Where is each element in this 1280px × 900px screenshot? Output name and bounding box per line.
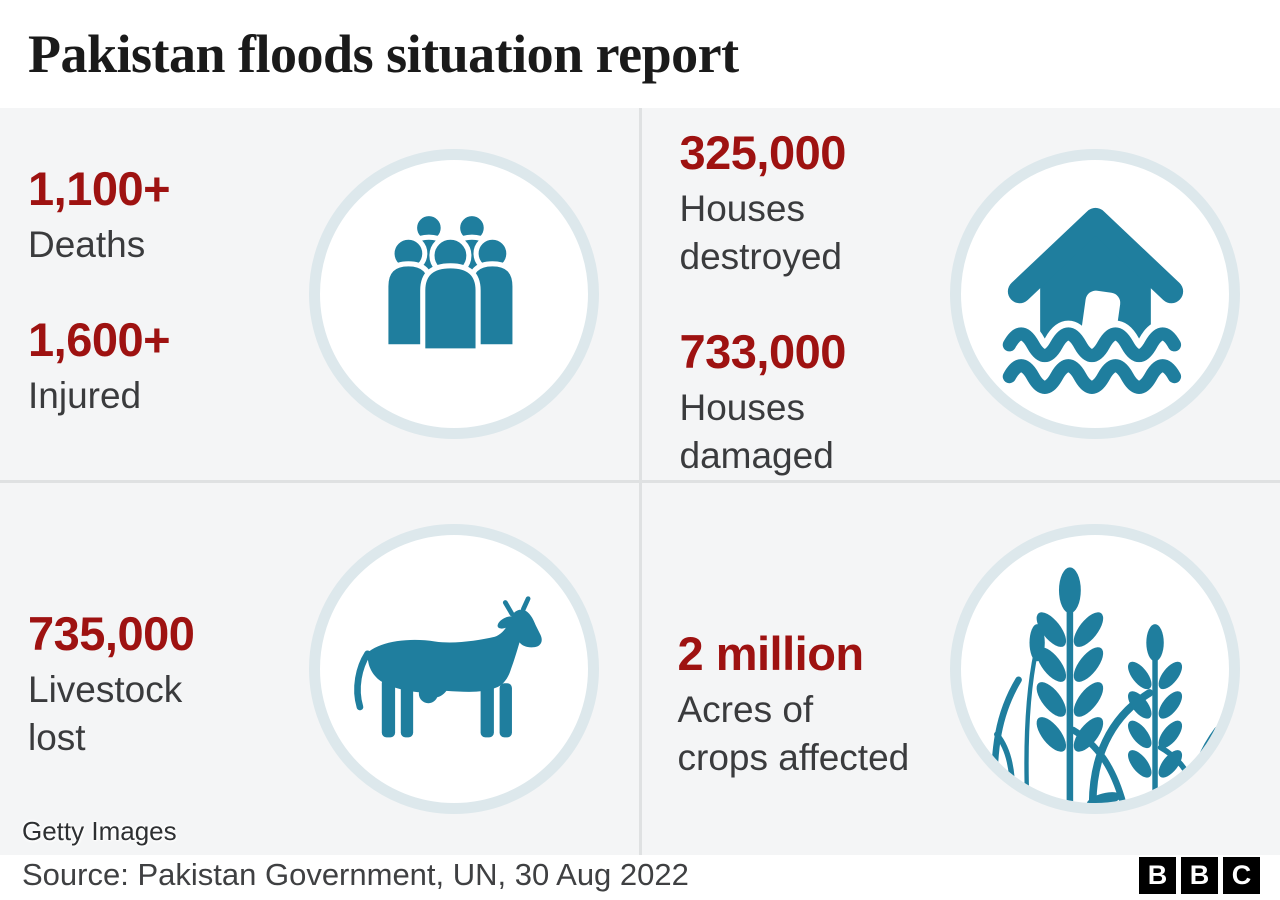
stat-houses-destroyed: 325,000 Houses destroyed [679, 126, 951, 281]
stat-label: Houses damaged [679, 386, 834, 476]
flooded-house-icon-circle [950, 148, 1240, 439]
people-group-icon [383, 211, 518, 354]
panel-text: 735,000 Livestock lost [0, 483, 309, 855]
panel-deaths-injured: 1,100+ Deaths 1,600+ Injured [0, 108, 639, 480]
page-title: Pakistan floods situation report [28, 24, 739, 84]
image-credit: Getty Images [22, 815, 177, 846]
bbc-logo-letter: C [1231, 859, 1252, 890]
wheat-crops-icon [990, 567, 1221, 803]
panel-livestock: 735,000 Livestock lost Get [0, 482, 639, 855]
stat-value: 735,000 [28, 606, 195, 660]
people-group-icon-circle [308, 148, 599, 439]
panel-crops: 2 million Acres of crops affected [641, 482, 1280, 855]
bbc-logo-letter: B [1189, 859, 1210, 890]
stat-livestock: 735,000 Livestock lost [28, 606, 309, 762]
footer: Source: Pakistan Government, UN, 30 Aug … [0, 854, 1280, 900]
panel-text: 2 million Acres of crops affected [642, 483, 951, 855]
panel-text: 1,100+ Deaths 1,600+ Injured [0, 108, 309, 480]
source-text: Source: Pakistan Government, UN, 30 Aug … [22, 857, 689, 893]
stat-label: Acres of crops affected [677, 688, 910, 778]
stat-value: 733,000 [679, 324, 847, 378]
stat-crops: 2 million Acres of crops affected [677, 626, 951, 782]
stats-grid: 1,100+ Deaths 1,600+ Injured [0, 108, 1280, 855]
stat-deaths: 1,100+ Deaths [28, 162, 309, 269]
cow-icon [353, 596, 542, 738]
bbc-logo: B B C [1139, 856, 1260, 894]
stat-value: 2 million [677, 626, 865, 680]
stat-value: 1,600+ [28, 312, 171, 366]
stat-label: Houses destroyed [679, 187, 843, 277]
stat-value: 325,000 [679, 126, 847, 179]
stat-label: Injured [28, 374, 142, 416]
panel-text: 325,000 Houses destroyed 733,000 Houses … [642, 108, 951, 480]
flooded-house-icon [995, 208, 1188, 397]
bbc-logo-letter-box: C [1223, 856, 1260, 894]
header: Pakistan floods situation report [0, 0, 1280, 108]
stat-value: 1,100+ [28, 162, 171, 215]
wheat-crops-icon-circle [950, 523, 1240, 814]
bbc-logo-letter-box: B [1181, 856, 1218, 894]
stat-label: Deaths [28, 223, 146, 265]
stat-houses-damaged: 733,000 Houses damaged [679, 324, 951, 480]
cow-icon-circle [308, 523, 599, 814]
bbc-logo-letter: B [1147, 859, 1168, 890]
bbc-logo-letter-box: B [1139, 856, 1176, 894]
stat-label: Livestock lost [28, 668, 183, 758]
stat-injured: 1,600+ Injured [28, 312, 309, 420]
panel-houses: 325,000 Houses destroyed 733,000 Houses … [641, 108, 1280, 480]
